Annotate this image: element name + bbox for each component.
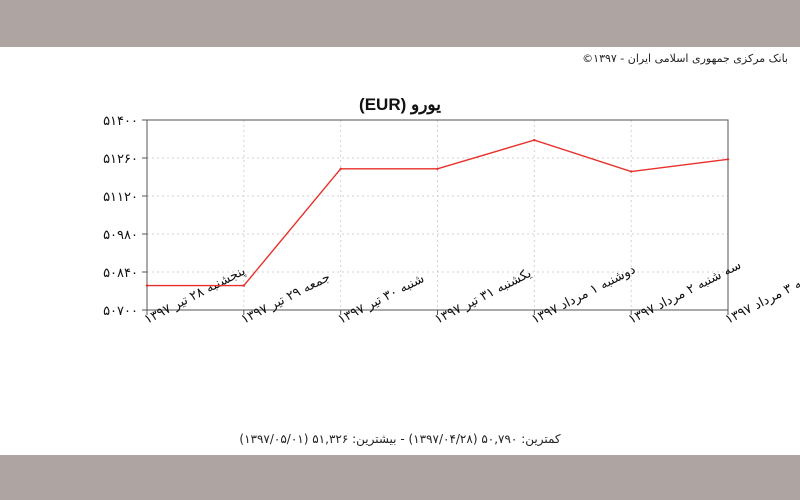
x-tick-label: یکشنبه ۳۱ تیر ۱۳۹۷ — [433, 266, 535, 328]
series-layer — [145, 138, 730, 287]
data-point — [339, 167, 342, 171]
data-point — [629, 170, 633, 173]
y-axis: ۵۰۷۰۰ ۵۰۸۴۰ ۵۰۹۸۰ ۵۱۱۲۰ ۵۱۲۶۰ ۵۱۴۰۰ — [103, 114, 147, 319]
copyright-text: بانک مرکزی جمهوری اسلامی ایران - ۱۳۹۷© — [582, 52, 788, 65]
data-point — [726, 158, 730, 161]
y-tick-label: ۵۰۷۰۰ — [103, 304, 138, 319]
y-tick-label: ۵۰۸۴۰ — [103, 266, 138, 281]
data-point — [145, 284, 149, 287]
data-point — [533, 138, 536, 142]
chart-title: یورو (EUR) — [359, 95, 441, 115]
y-tick-label: ۵۰۹۸۰ — [103, 228, 138, 243]
chart-panel — [0, 47, 800, 455]
min-max-summary: کمترین: ۵۰,۷۹۰ (۱۳۹۷/۰۴/۲۸) - بیشترین: ۵… — [239, 432, 561, 446]
grid-lines — [147, 120, 728, 310]
data-point — [436, 167, 439, 171]
x-tick-label: شنبه ۳۰ تیر ۱۳۹۷ — [336, 271, 427, 327]
x-tick-label: پنجشنبه ۲۸ تیر ۱۳۹۷ — [142, 263, 248, 327]
top-band — [0, 0, 800, 47]
x-tick-label: جمعه ۲۹ تیر ۱۳۹۷ — [239, 270, 333, 328]
y-tick-label: ۵۱۱۲۰ — [103, 190, 138, 205]
data-point — [242, 284, 246, 287]
y-tick-label: ۵۱۴۰۰ — [103, 114, 138, 129]
y-tick-label: ۵۱۲۶۰ — [103, 152, 138, 167]
bottom-band — [0, 455, 800, 500]
